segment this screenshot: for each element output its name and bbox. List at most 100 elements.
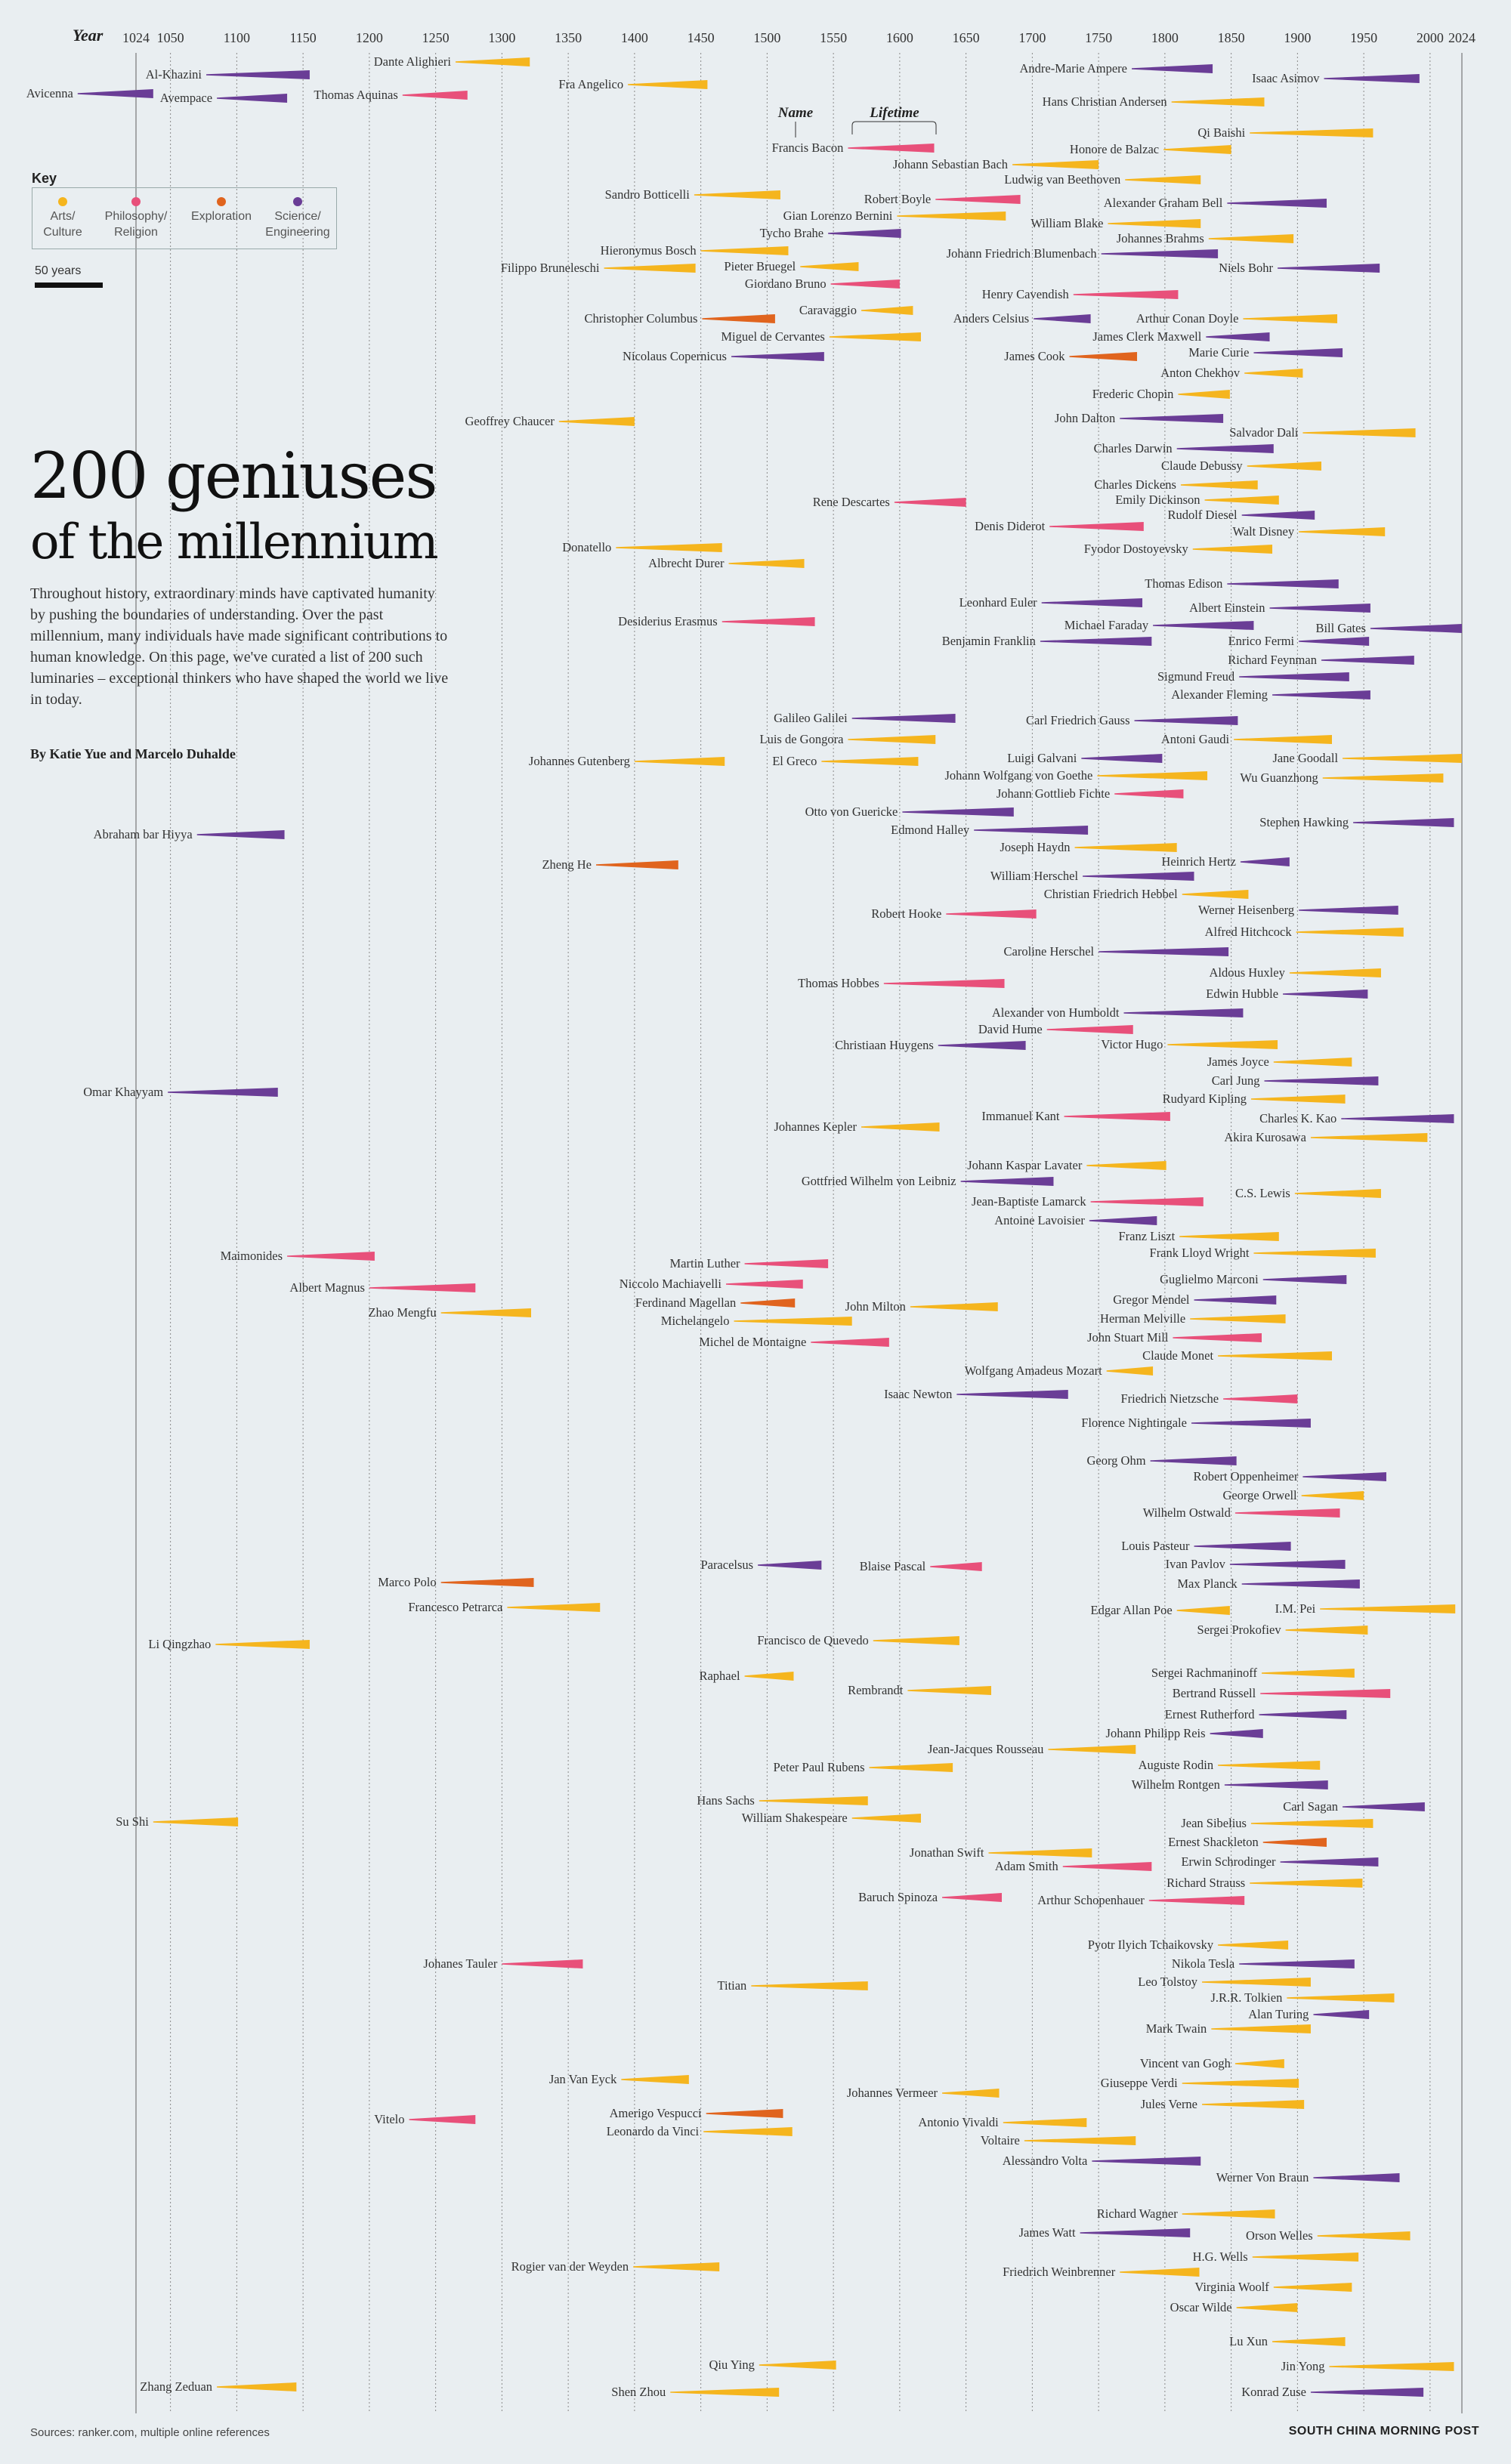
lifetime-bar	[1182, 2079, 1299, 2088]
genius-name: Virginia Woolf	[1194, 2280, 1269, 2294]
genius-name: Rudolf Diesel	[1168, 508, 1238, 522]
genius-name: J.R.R. Tolkien	[1211, 1990, 1283, 2005]
lifetime-bar	[1287, 1993, 1395, 2002]
key-label-exploration: Exploration	[190, 210, 252, 223]
lifetime-bar	[168, 1088, 278, 1097]
genius-name: Niccolo Machiavelli	[620, 1277, 722, 1291]
genius-name: Marie Curie	[1188, 345, 1249, 360]
genius-name: Antonio Vivaldi	[918, 2115, 999, 2129]
year-tick-1200: 1200	[356, 30, 383, 45]
lifetime-bar	[1210, 1729, 1263, 1738]
lifetime-bar	[830, 279, 900, 289]
genius-name: Jean Sibelius	[1181, 1816, 1247, 1830]
lifetime-bar	[1236, 2303, 1298, 2312]
genius-name: Albert Einstein	[1189, 601, 1265, 615]
genius-name: Emily Dickinson	[1115, 492, 1200, 507]
lifetime-bar	[1108, 219, 1201, 228]
lifetime-bar	[1302, 428, 1416, 437]
scale-label: 50 years	[35, 264, 82, 277]
year-gridlines	[135, 53, 1463, 2413]
lifetime-bar	[215, 1640, 310, 1649]
year-tick-1150: 1150	[289, 30, 316, 45]
genius-name: Johannes Kepler	[774, 1119, 857, 1134]
lifetime-bar	[1204, 496, 1279, 505]
lifetime-bar	[1097, 771, 1208, 780]
lifetime-bar	[1321, 656, 1414, 665]
genius-name: Zhang Zeduan	[140, 2379, 212, 2394]
genius-name: Leonhard Euler	[959, 595, 1038, 610]
year-tick-1950: 1950	[1350, 30, 1377, 45]
genius-name: Filippo Bruneleschi	[501, 261, 600, 275]
lifetime-bar	[1273, 2283, 1352, 2292]
genius-name: Stephen Hawking	[1259, 815, 1349, 829]
genius-name: Paracelsus	[700, 1558, 753, 1572]
genius-name: Niels Bohr	[1219, 261, 1273, 275]
lifetime-bar	[910, 1302, 998, 1311]
genius-name: Georg Ohm	[1087, 1453, 1146, 1468]
genius-name: Al-Khazini	[146, 67, 202, 82]
lifetime-bar	[1218, 1761, 1321, 1770]
genius-name: Louis Pasteur	[1121, 1539, 1190, 1553]
genius-name: Denis Diderot	[975, 519, 1045, 533]
year-tick-1400: 1400	[621, 30, 648, 45]
genius-name: Hans Sachs	[697, 1793, 755, 1808]
genius-name: Jin Yong	[1281, 2359, 1325, 2373]
genius-name: Orson Welles	[1246, 2228, 1313, 2243]
genius-name: Ferdinand Magellan	[635, 1295, 736, 1310]
genius-name: Jules Verne	[1141, 2097, 1197, 2111]
lifetime-bar	[902, 807, 1014, 817]
genius-name: Ernest Shackleton	[1168, 1835, 1259, 1849]
genius-name: William Herschel	[990, 869, 1079, 883]
lifetime-bar	[1252, 2252, 1359, 2262]
lifetime-bar	[1176, 444, 1274, 453]
genius-name: Christiaan Huygens	[835, 1038, 934, 1052]
genius-name: Johannes Brahms	[1117, 231, 1204, 245]
genius-name: Qi Baishi	[1197, 125, 1245, 140]
genius-name: Florence Nightingale	[1081, 1416, 1187, 1430]
lifetime-bar	[1250, 1095, 1346, 1104]
genius-name: Pieter Bruegel	[724, 259, 796, 273]
lifetime-bar	[703, 2127, 793, 2136]
genius-name: Omar Khayyam	[83, 1085, 163, 1099]
genius-name: Frederic Chopin	[1092, 387, 1174, 401]
genius-name: Edgar Allan Poe	[1091, 1603, 1173, 1617]
lifetime-bar	[1250, 128, 1373, 137]
lifetime-bar	[1243, 314, 1338, 323]
lifetime-bar	[1134, 716, 1238, 725]
lifetime-bar	[1150, 1456, 1237, 1465]
genius-name: Antoine Lavoisier	[994, 1213, 1085, 1227]
science-dot-icon	[293, 197, 302, 206]
year-tick-1600: 1600	[886, 30, 913, 45]
genius-name: Qiu Ying	[709, 2357, 754, 2372]
genius-name: Rudyard Kipling	[1163, 1092, 1247, 1106]
genius-name: Sergei Prokofiev	[1197, 1623, 1282, 1637]
category-key: Arts/ Culture Philosophy/ Religion Explo…	[32, 187, 337, 249]
genius-name: Immanuel Kant	[981, 1109, 1060, 1123]
genius-name: Richard Feynman	[1228, 653, 1317, 667]
lifetime-bar	[455, 57, 530, 66]
genius-name: Leo Tolstoy	[1138, 1975, 1197, 1989]
lifetime-bar	[369, 1283, 476, 1292]
lifetime-bar	[1370, 624, 1462, 633]
genius-name: Michelangelo	[661, 1314, 730, 1328]
lifetime-bar	[811, 1338, 889, 1347]
genius-name: Joseph Haydn	[1000, 840, 1071, 854]
genius-name: Geoffrey Chaucer	[465, 414, 555, 428]
lifetime-bar	[1329, 2362, 1454, 2371]
lifetime-bar	[706, 2109, 783, 2118]
genius-name: Hans Christian Andersen	[1043, 94, 1167, 109]
lifetime-bar	[196, 830, 285, 839]
lifetime-bar	[1273, 1058, 1352, 1067]
lifetime-bar	[942, 2089, 1000, 2098]
genius-name: Nicolaus Copernicus	[623, 349, 727, 363]
lifetime-bar	[869, 1763, 953, 1772]
lifetime-bar	[883, 979, 1005, 988]
genius-name: Erwin Schrodinger	[1181, 1854, 1276, 1869]
genius-name: Friedrich Nietzsche	[1120, 1391, 1219, 1406]
lifetime-bar	[1211, 2024, 1311, 2033]
lifetime-bar	[800, 262, 859, 271]
lifetime-bar	[1180, 480, 1258, 489]
lifetime-bar	[1310, 1133, 1428, 1142]
lifetime-bar	[861, 1122, 940, 1132]
lifetime-bar	[1182, 2209, 1275, 2219]
